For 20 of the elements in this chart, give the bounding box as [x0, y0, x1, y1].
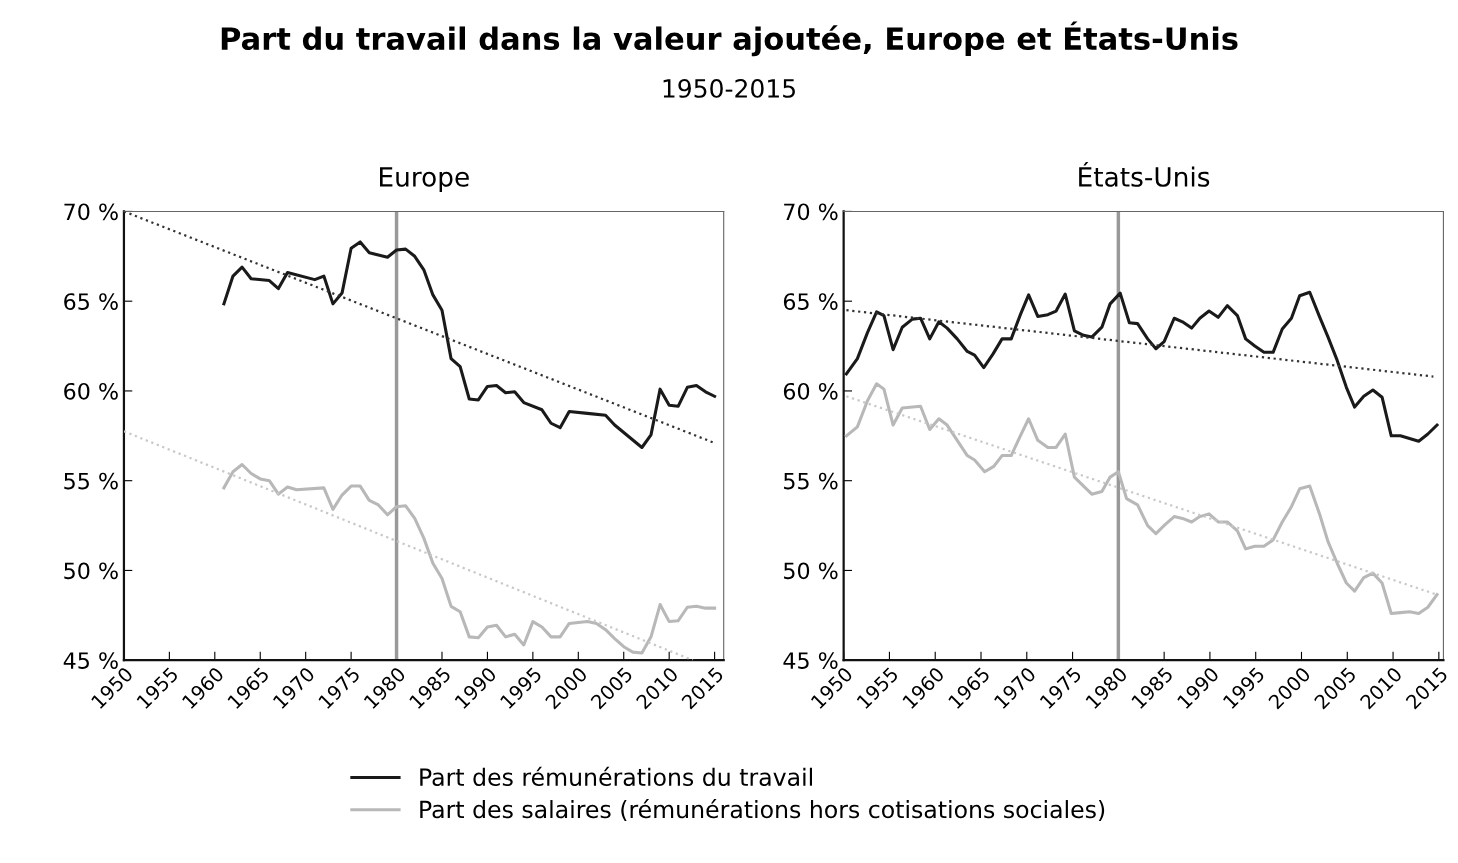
line-series — [222, 240, 717, 450]
y-tick-label: 65 % — [783, 293, 838, 310]
text: Europe — [380, 167, 469, 192]
legend-label: Part des salaires (rémunérations hors cotisations sociales) — [420, 799, 1105, 822]
y-tick-label: 70 % — [784, 203, 838, 221]
y-tick-label: 55 % — [784, 472, 838, 490]
y-tick-label: 60 % — [783, 382, 838, 400]
chart-title: Part du travail dans la valeur ajoutée, Europe et États-Unis — [221, 21, 1238, 57]
y-tick-label: 60 % — [64, 382, 118, 400]
legend-label: Part des rémunérations du travail — [420, 766, 812, 787]
text: États-Unis — [1079, 162, 1210, 187]
y-tick-label: 65 % — [64, 293, 118, 310]
y-tick-label: 55 % — [64, 472, 118, 490]
line-series — [222, 463, 717, 655]
y-tick-label: 50 % — [784, 562, 838, 580]
y-tick-label: 50 % — [64, 562, 118, 580]
chart-subtitle: 1950-2015 — [663, 78, 795, 98]
y-tick-label: 70 % — [64, 203, 118, 221]
y-tick-label: 45 % — [63, 652, 118, 669]
y-tick-label: 45 % — [783, 652, 838, 669]
